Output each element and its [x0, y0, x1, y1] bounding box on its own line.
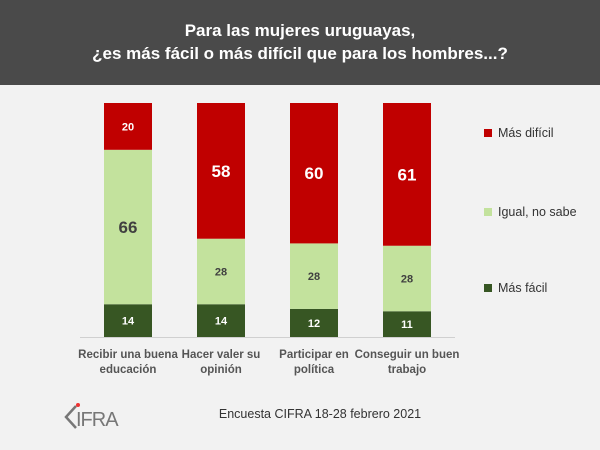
legend-item-igual: Igual, no sabe [484, 204, 578, 220]
legend-item-mas-facil: Más fácil [484, 280, 578, 296]
bar-segment [383, 245, 431, 312]
chart-header: Para las mujeres uruguayas, ¿es más fáci… [0, 0, 600, 85]
category-label: política [294, 364, 335, 376]
bar-segment [290, 243, 338, 309]
bar-segment [104, 103, 152, 150]
svg-text:IFRA: IFRA [76, 409, 119, 431]
legend-item-mas-dificil: Más difícil [484, 125, 578, 141]
data-label: 28 [401, 274, 413, 286]
data-label: 20 [122, 121, 134, 133]
bar-segment [290, 308, 338, 337]
category-label: Recibir una buena [78, 349, 178, 361]
category-label: Participar en [279, 349, 349, 361]
bar-segment [290, 103, 338, 244]
legend-swatch [484, 129, 492, 137]
data-label: 61 [398, 165, 417, 184]
stacked-bar-chart: 14 66 20 Recibir una buena educación 14 28 58 Ha… [78, 103, 460, 376]
legend-label: Más fácil [498, 281, 548, 295]
cifra-logo: IFRA [64, 403, 120, 431]
bar-segment [104, 304, 152, 337]
data-label: 28 [308, 271, 320, 283]
bar-segment [104, 149, 152, 305]
legend-label: Más difícil [498, 126, 554, 140]
data-label: 28 [215, 266, 227, 278]
legend-swatch [484, 208, 492, 216]
data-label: 14 [215, 316, 228, 328]
bar-segment [197, 103, 245, 239]
category-label: Hacer valer su [182, 349, 261, 361]
category-label: opinión [200, 364, 242, 376]
legend-swatch [484, 284, 492, 292]
data-label: 58 [212, 162, 231, 181]
source-note: Encuesta CIFRA 18-28 febrero 2021 [218, 407, 422, 421]
title-line-1: Para las mujeres uruguayas, [184, 21, 416, 40]
title-line-2: ¿es más fácil o más difícil que para los… [92, 44, 508, 63]
data-label: 14 [122, 316, 135, 328]
chart-title: Para las mujeres uruguayas, ¿es más fáci… [0, 0, 600, 65]
data-label: 60 [305, 164, 324, 183]
bar-segment [383, 311, 431, 337]
bar-segment [197, 304, 245, 337]
category-label: trabajo [388, 364, 426, 376]
data-label: 12 [308, 318, 320, 330]
legend-label: Igual, no sabe [498, 205, 577, 219]
category-label: Conseguir un buen [355, 349, 460, 361]
bar-segment [383, 103, 431, 246]
data-label: 66 [119, 218, 138, 237]
bar-segment [197, 238, 245, 305]
category-label: educación [100, 364, 157, 376]
data-label: 11 [401, 319, 413, 331]
